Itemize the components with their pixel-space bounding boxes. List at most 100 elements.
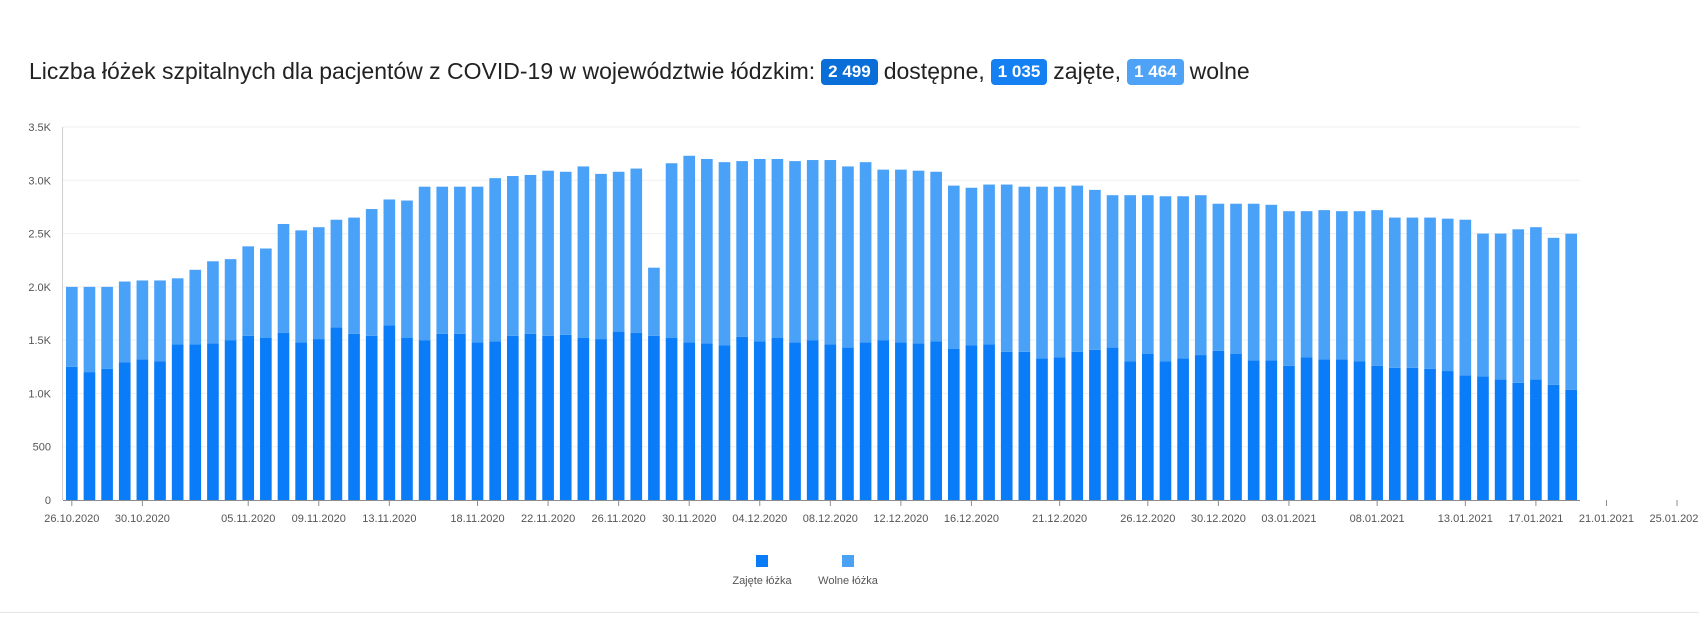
bar-occupied bbox=[401, 338, 413, 500]
x-tick-label: 05.11.2020 bbox=[221, 513, 275, 525]
bar-occupied bbox=[577, 338, 590, 500]
bar-occupied bbox=[207, 343, 219, 500]
free-beds-label: wolne bbox=[1189, 58, 1250, 84]
bar-free bbox=[401, 200, 413, 339]
bar-occupied bbox=[789, 342, 801, 500]
y-tick-label: 500 bbox=[33, 442, 51, 454]
bar-occupied bbox=[330, 327, 343, 500]
bar-free bbox=[912, 170, 925, 344]
bar-occupied bbox=[665, 338, 678, 500]
bar-free bbox=[824, 160, 837, 345]
x-tick-label: 13.01.2021 bbox=[1438, 513, 1493, 525]
bar-occupied bbox=[83, 372, 96, 500]
bar-free bbox=[1512, 229, 1525, 383]
bar-free bbox=[1353, 211, 1366, 362]
bar-occupied bbox=[118, 362, 131, 500]
bar-free bbox=[1018, 186, 1031, 352]
bar-occupied bbox=[701, 343, 713, 500]
bar-occupied bbox=[1459, 375, 1472, 500]
bar-free bbox=[1265, 204, 1278, 361]
bar-occupied bbox=[1371, 365, 1383, 500]
bar-occupied bbox=[1494, 379, 1507, 500]
bar-free bbox=[965, 187, 978, 346]
bar-free bbox=[683, 155, 696, 343]
bar-occupied bbox=[1142, 353, 1154, 500]
bar-occupied bbox=[1318, 359, 1331, 500]
y-tick-label: 3.0K bbox=[28, 175, 51, 187]
bar-occupied bbox=[383, 325, 396, 500]
bar-occupied bbox=[824, 344, 837, 500]
legend-label: Wolne łóżka bbox=[818, 575, 879, 587]
x-tick-label: 30.11.2020 bbox=[662, 513, 716, 525]
bar-free bbox=[154, 280, 166, 362]
bar-occupied bbox=[189, 344, 202, 500]
bar-free bbox=[701, 158, 713, 344]
bar-free bbox=[665, 163, 678, 339]
bar-free bbox=[171, 278, 184, 345]
bar-free bbox=[1441, 218, 1454, 372]
bar-free bbox=[1212, 203, 1225, 351]
bar-free bbox=[842, 166, 854, 348]
y-tick-label: 3.5K bbox=[28, 122, 51, 134]
bar-free bbox=[1053, 186, 1066, 358]
bar-occupied bbox=[365, 335, 378, 500]
bar-free bbox=[471, 186, 484, 343]
bar-free bbox=[65, 286, 78, 367]
bar-free bbox=[983, 184, 995, 345]
bar-free bbox=[1000, 184, 1013, 352]
bar-free bbox=[136, 280, 149, 360]
bar-occupied bbox=[965, 345, 978, 500]
x-tick-label: 30.10.2020 bbox=[115, 513, 170, 525]
bar-occupied bbox=[1194, 355, 1207, 500]
bar-occupied bbox=[1547, 384, 1560, 500]
bar-occupied bbox=[877, 340, 890, 500]
bar-occupied bbox=[1053, 357, 1066, 500]
bar-occupied bbox=[171, 344, 184, 500]
legend-swatch bbox=[756, 555, 768, 567]
bar-free bbox=[83, 286, 96, 373]
bar-free bbox=[1547, 237, 1560, 385]
x-tick-label: 21.01.2021 bbox=[1579, 513, 1634, 525]
x-tick-label: 21.12.2020 bbox=[1032, 513, 1087, 525]
bar-occupied bbox=[418, 340, 431, 500]
bar-occupied bbox=[1283, 365, 1295, 500]
bar-free bbox=[383, 199, 396, 326]
bar-free bbox=[1406, 217, 1419, 368]
bar-occupied bbox=[1265, 360, 1278, 500]
bar-occupied bbox=[224, 340, 237, 500]
bar-free bbox=[295, 230, 307, 343]
bar-free bbox=[1494, 233, 1507, 380]
bar-free bbox=[1371, 210, 1383, 366]
bar-free bbox=[577, 166, 590, 339]
x-tick-label: 13.11.2020 bbox=[362, 513, 416, 525]
bar-occupied bbox=[101, 368, 113, 500]
bar-free bbox=[330, 219, 343, 328]
x-tick-label: 08.01.2021 bbox=[1350, 513, 1405, 525]
bar-free bbox=[489, 178, 501, 342]
bar-occupied bbox=[612, 331, 625, 500]
total-beds-badge: 2 499 bbox=[821, 58, 878, 85]
bar-occupied bbox=[1106, 347, 1119, 500]
bar-free bbox=[1424, 217, 1436, 369]
legend-label: Zajęte łóżka bbox=[732, 575, 792, 587]
bar-free bbox=[1565, 233, 1578, 390]
bar-occupied bbox=[895, 342, 907, 500]
bar-occupied bbox=[595, 339, 607, 500]
bar-occupied bbox=[842, 347, 854, 500]
bar-occupied bbox=[736, 336, 748, 500]
bar-free bbox=[930, 171, 942, 342]
bar-occupied bbox=[1159, 361, 1172, 500]
bar-free bbox=[1036, 186, 1048, 359]
bar-occupied bbox=[947, 348, 960, 500]
bar-occupied bbox=[489, 341, 501, 500]
x-tick-label: 26.10.2020 bbox=[44, 513, 99, 525]
x-tick-label: 17.01.2021 bbox=[1508, 513, 1563, 525]
bar-free bbox=[648, 267, 660, 336]
bar-free bbox=[559, 171, 572, 335]
bar-free bbox=[806, 160, 819, 341]
bar-free bbox=[348, 217, 360, 334]
bar-occupied bbox=[1089, 349, 1101, 500]
bar-free bbox=[1530, 227, 1542, 380]
bar-free bbox=[207, 261, 219, 344]
bar-free bbox=[1124, 195, 1137, 362]
